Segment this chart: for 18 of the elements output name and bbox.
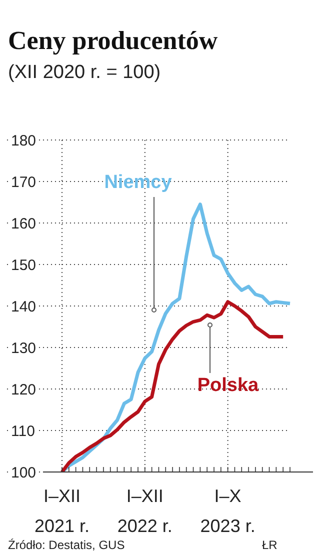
y-tick-label: 110 <box>11 422 35 440</box>
x-tick-label: I–XII 2022 r. <box>117 486 172 536</box>
y-tick-label: 100 <box>11 464 36 482</box>
chart-title: Ceny producentów <box>8 26 218 56</box>
y-tick-label: 170 <box>11 174 36 191</box>
series-label: Niemcy <box>104 172 172 193</box>
y-tick-label: 120 <box>11 381 36 398</box>
y-tick-label: 150 <box>11 256 36 274</box>
y-tick-label: 180 <box>11 132 36 150</box>
x-tick-label: I–X 2023 r. <box>200 486 256 536</box>
y-tick-label: 140 <box>11 298 36 316</box>
text: Źródło: Destatis, GUS <box>8 538 125 552</box>
chart-subtitle: (XII 2020 r. = 100) <box>8 62 161 84</box>
text: Polska <box>197 375 260 396</box>
x-tick-label: I–XII 2021 r. <box>34 486 90 536</box>
text: ŁR <box>262 538 278 552</box>
y-tick-label: 160 <box>11 215 36 232</box>
y-tick-label: 130 <box>11 340 36 357</box>
